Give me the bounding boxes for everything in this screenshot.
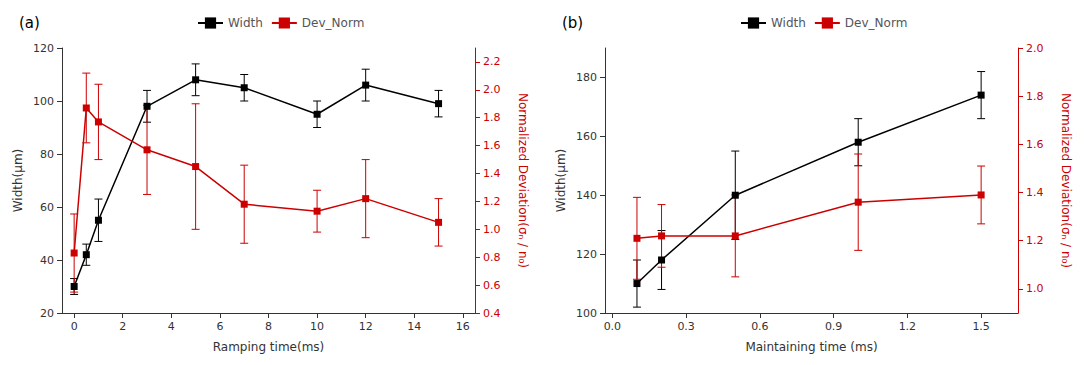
svg-text:0.3: 0.3 xyxy=(677,320,695,333)
svg-text:Dev_Norm: Dev_Norm xyxy=(302,16,364,30)
svg-text:100: 100 xyxy=(33,95,54,108)
svg-text:14: 14 xyxy=(407,320,421,333)
svg-text:1.4: 1.4 xyxy=(483,167,501,180)
svg-text:(a): (a) xyxy=(19,14,40,32)
svg-text:Width(μm): Width(μm) xyxy=(554,149,568,213)
svg-text:Maintaining time (ms): Maintaining time (ms) xyxy=(745,340,877,354)
svg-text:Normalized Deviation(σₙ / n₀): Normalized Deviation(σₙ / n₀) xyxy=(516,93,530,268)
svg-text:0.9: 0.9 xyxy=(825,320,843,333)
svg-text:Dev_Norm: Dev_Norm xyxy=(845,16,907,30)
svg-text:4: 4 xyxy=(168,320,175,333)
svg-text:120: 120 xyxy=(33,42,54,55)
svg-text:Width(μm): Width(μm) xyxy=(11,149,25,213)
svg-text:1.6: 1.6 xyxy=(483,139,501,152)
svg-text:2: 2 xyxy=(119,320,126,333)
svg-text:140: 140 xyxy=(576,189,597,202)
svg-text:1.6: 1.6 xyxy=(1026,138,1044,151)
svg-text:1.8: 1.8 xyxy=(1026,90,1044,103)
svg-text:2.0: 2.0 xyxy=(1026,42,1044,55)
svg-text:Width: Width xyxy=(771,16,806,30)
svg-text:0.0: 0.0 xyxy=(604,320,622,333)
svg-text:1.2: 1.2 xyxy=(483,195,501,208)
svg-text:Normalized Deviation(σₙ / n₀): Normalized Deviation(σₙ / n₀) xyxy=(1059,93,1073,268)
svg-text:80: 80 xyxy=(40,148,54,161)
svg-text:(b): (b) xyxy=(562,14,583,32)
svg-text:1.0: 1.0 xyxy=(483,223,501,236)
svg-text:40: 40 xyxy=(40,254,54,267)
svg-text:0.4: 0.4 xyxy=(483,307,501,320)
svg-text:60: 60 xyxy=(40,201,54,214)
svg-text:Width: Width xyxy=(228,16,263,30)
svg-text:1.2: 1.2 xyxy=(899,320,917,333)
svg-text:Ramping time(ms): Ramping time(ms) xyxy=(213,340,325,354)
svg-text:180: 180 xyxy=(576,71,597,84)
svg-text:0.8: 0.8 xyxy=(483,251,501,264)
svg-text:1.8: 1.8 xyxy=(483,111,501,124)
svg-text:120: 120 xyxy=(576,248,597,261)
svg-text:10: 10 xyxy=(310,320,324,333)
svg-text:20: 20 xyxy=(40,307,54,320)
svg-text:6: 6 xyxy=(216,320,223,333)
svg-text:1.5: 1.5 xyxy=(972,320,990,333)
svg-text:0.6: 0.6 xyxy=(751,320,769,333)
svg-text:160: 160 xyxy=(576,130,597,143)
svg-text:2.2: 2.2 xyxy=(483,55,501,68)
svg-text:1.4: 1.4 xyxy=(1026,186,1044,199)
svg-text:8: 8 xyxy=(265,320,272,333)
svg-text:1.0: 1.0 xyxy=(1026,282,1044,295)
svg-text:16: 16 xyxy=(456,320,470,333)
svg-text:0: 0 xyxy=(71,320,78,333)
svg-text:12: 12 xyxy=(359,320,373,333)
svg-text:100: 100 xyxy=(576,307,597,320)
svg-text:1.2: 1.2 xyxy=(1026,234,1044,247)
svg-text:2.0: 2.0 xyxy=(483,83,501,96)
svg-text:0.6: 0.6 xyxy=(483,279,501,292)
